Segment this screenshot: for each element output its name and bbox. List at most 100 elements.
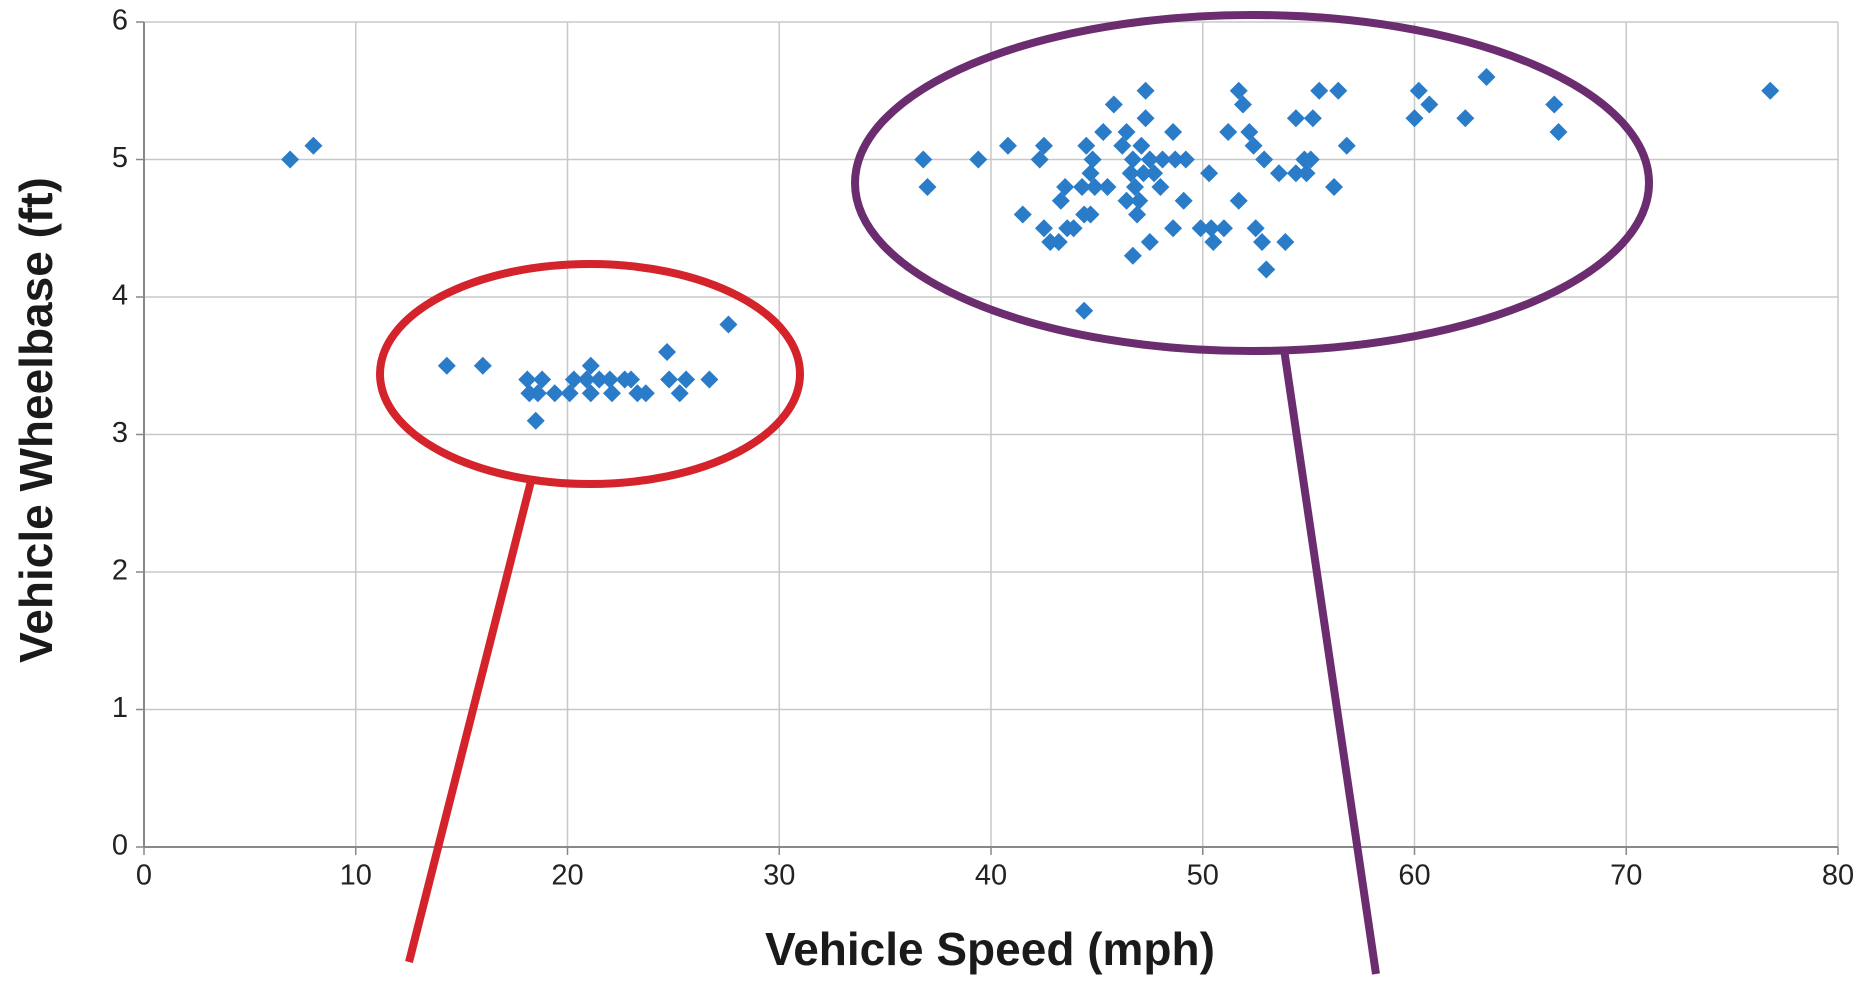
point (1174, 191, 1193, 210)
point (533, 370, 552, 389)
point (1164, 219, 1183, 238)
cluster-ellipse (376, 260, 804, 488)
x-tick-label: 20 (551, 860, 583, 892)
point (1051, 191, 1070, 210)
point (719, 315, 738, 334)
point (1219, 123, 1238, 141)
point (1125, 178, 1144, 196)
point (1085, 178, 1104, 196)
point (1214, 219, 1233, 238)
x-axis-title: Vehicle Speed (mph) (765, 923, 1215, 975)
point (1013, 205, 1032, 224)
point (1104, 95, 1123, 114)
point (700, 370, 719, 389)
point (1202, 219, 1221, 238)
point (998, 136, 1017, 155)
point (1136, 81, 1155, 100)
point (304, 136, 323, 155)
y-tick-label: 6 (112, 5, 128, 37)
point (281, 150, 300, 169)
point (1145, 164, 1164, 183)
point (1117, 191, 1136, 210)
point (1128, 205, 1147, 224)
point (1310, 81, 1329, 100)
point (1200, 164, 1219, 183)
point (1301, 150, 1320, 169)
point (590, 370, 609, 389)
point (1244, 136, 1263, 155)
point (1151, 178, 1170, 196)
point (1083, 150, 1102, 169)
point (1176, 150, 1195, 169)
point (1073, 178, 1092, 196)
y-tick-label: 3 (112, 417, 128, 449)
point (1761, 81, 1780, 100)
cluster-ellipse (851, 11, 1653, 355)
point (1409, 81, 1428, 100)
point (1049, 233, 1068, 251)
point (1117, 123, 1136, 141)
pointer-line (1280, 348, 1380, 975)
point (1098, 178, 1117, 196)
x-tick-label: 80 (1822, 860, 1854, 892)
point (1286, 109, 1305, 128)
point (1303, 109, 1322, 128)
point (581, 384, 600, 403)
point (1246, 219, 1265, 238)
point (1030, 150, 1049, 169)
point (577, 370, 596, 389)
point (564, 370, 583, 389)
point (1286, 164, 1305, 183)
point (1056, 178, 1075, 196)
point (1075, 301, 1094, 320)
y-tick-label: 5 (112, 142, 128, 174)
point (1229, 81, 1248, 100)
point (670, 384, 689, 403)
point (1034, 219, 1053, 238)
point (1191, 219, 1210, 238)
point (1130, 191, 1149, 210)
point (918, 178, 937, 196)
point (437, 356, 456, 375)
point (1257, 260, 1276, 279)
point (1123, 246, 1142, 265)
point (1153, 150, 1172, 169)
x-tick-label: 40 (975, 860, 1007, 892)
point (1132, 136, 1151, 155)
y-tick-label: 0 (112, 830, 128, 862)
point (1329, 81, 1348, 100)
point (1134, 164, 1153, 183)
grid: 0 10 20 30 40 50 60 70 80 0 1 2 3 4 5 6 (112, 5, 1854, 892)
point (658, 343, 677, 361)
point (1297, 164, 1316, 183)
point (1064, 219, 1083, 238)
point (473, 356, 492, 375)
point (1081, 205, 1100, 224)
point (602, 384, 621, 403)
point (1140, 233, 1159, 251)
pointer-line (405, 480, 535, 963)
point (622, 370, 641, 389)
point (1204, 233, 1223, 251)
x-tick-label: 50 (1187, 860, 1219, 892)
point (636, 384, 655, 403)
point (1123, 150, 1142, 169)
point (518, 370, 537, 389)
y-axis-title: Vehicle Wheelbase (ft) (10, 177, 62, 663)
point (528, 384, 547, 403)
point (1229, 191, 1248, 210)
point (1094, 123, 1113, 141)
y-tick-label: 1 (112, 692, 128, 724)
point (581, 356, 600, 375)
point (1456, 109, 1475, 128)
point (1405, 109, 1424, 128)
point (600, 370, 619, 389)
point (1113, 136, 1132, 155)
point (1477, 68, 1496, 86)
point (1253, 233, 1272, 251)
point (1081, 164, 1100, 183)
point (1276, 233, 1295, 251)
x-tick-label: 30 (763, 860, 795, 892)
